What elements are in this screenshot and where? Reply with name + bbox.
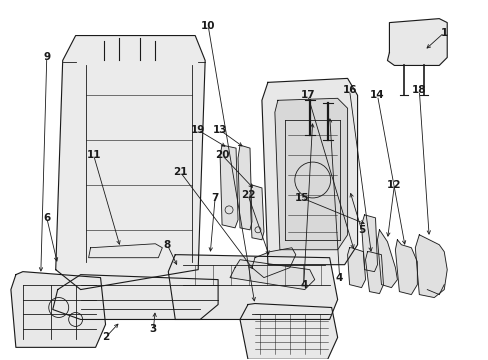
Text: 17: 17 bbox=[300, 90, 314, 100]
Polygon shape bbox=[88, 244, 162, 258]
Polygon shape bbox=[238, 145, 251, 230]
Polygon shape bbox=[251, 248, 295, 278]
Text: 20: 20 bbox=[214, 150, 229, 160]
Text: 14: 14 bbox=[369, 90, 384, 100]
Polygon shape bbox=[229, 260, 314, 289]
Polygon shape bbox=[414, 235, 447, 298]
Polygon shape bbox=[11, 272, 105, 347]
Polygon shape bbox=[365, 252, 383, 293]
Text: 4: 4 bbox=[300, 280, 307, 289]
Polygon shape bbox=[262, 78, 357, 265]
Text: 6: 6 bbox=[43, 213, 50, 223]
Text: 9: 9 bbox=[43, 53, 50, 63]
Polygon shape bbox=[347, 248, 365, 288]
Text: 12: 12 bbox=[386, 180, 401, 190]
Text: 16: 16 bbox=[342, 85, 356, 95]
Polygon shape bbox=[220, 145, 238, 228]
Text: 2: 2 bbox=[102, 332, 109, 342]
Polygon shape bbox=[249, 185, 264, 240]
Text: 10: 10 bbox=[201, 21, 215, 31]
Polygon shape bbox=[240, 303, 337, 359]
Text: 22: 22 bbox=[240, 190, 255, 200]
Polygon shape bbox=[274, 98, 347, 250]
Text: 11: 11 bbox=[86, 150, 101, 160]
Polygon shape bbox=[395, 240, 416, 294]
Text: 15: 15 bbox=[294, 193, 308, 203]
Polygon shape bbox=[377, 230, 397, 288]
Polygon shape bbox=[386, 19, 447, 66]
Text: 21: 21 bbox=[173, 167, 187, 177]
Text: 19: 19 bbox=[191, 125, 205, 135]
Polygon shape bbox=[56, 36, 205, 289]
Polygon shape bbox=[168, 255, 337, 319]
Text: 5: 5 bbox=[357, 225, 365, 235]
Polygon shape bbox=[53, 275, 218, 319]
Text: 3: 3 bbox=[149, 324, 157, 334]
Text: 1: 1 bbox=[440, 28, 447, 37]
Polygon shape bbox=[361, 215, 377, 272]
Text: 18: 18 bbox=[411, 85, 426, 95]
Text: 7: 7 bbox=[211, 193, 218, 203]
Text: 4: 4 bbox=[335, 273, 343, 283]
Text: 13: 13 bbox=[212, 125, 227, 135]
Text: 8: 8 bbox=[163, 240, 171, 250]
